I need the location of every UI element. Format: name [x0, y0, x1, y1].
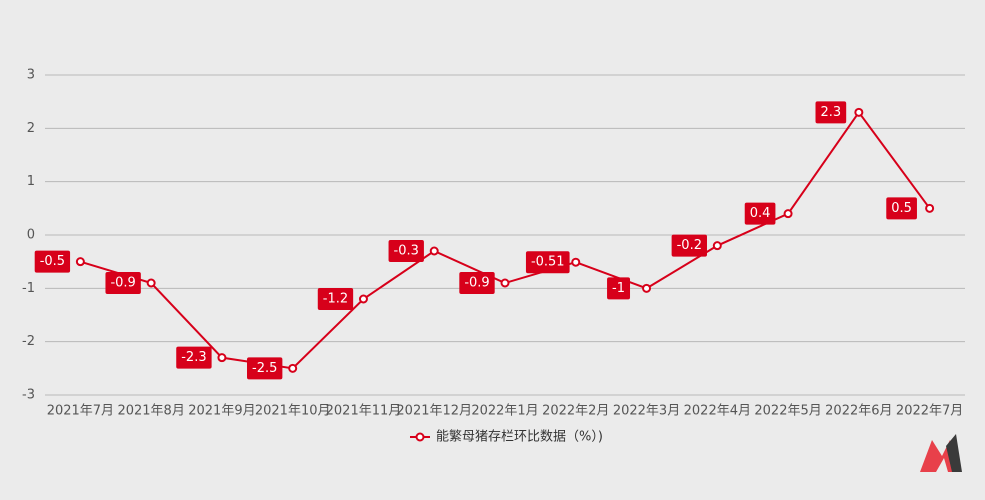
point	[429, 246, 439, 256]
x-tick-label: 2022年2月	[542, 404, 609, 419]
point	[642, 283, 652, 293]
y-tick-label: 1	[27, 174, 35, 189]
y-tick-label: 0	[27, 228, 35, 243]
point	[217, 353, 227, 363]
value-label: -0.9	[464, 276, 489, 291]
x-tick-label: 2021年8月	[117, 404, 184, 419]
value-label: -0.5	[40, 254, 65, 269]
x-tick-label: 2022年1月	[471, 404, 538, 419]
point	[854, 107, 864, 117]
y-tick-label: -3	[22, 388, 35, 403]
point	[712, 241, 722, 251]
legend-label: 能繁母猪存栏环比数据（%）)	[436, 429, 603, 445]
series-line	[80, 110, 931, 370]
x-tick-label: 2021年12月	[396, 404, 472, 419]
value-label-box	[34, 250, 71, 273]
value-label: 2.3	[821, 105, 842, 120]
value-label-box	[815, 101, 847, 124]
x-tick-label: 2021年7月	[47, 404, 114, 419]
point	[925, 203, 935, 213]
point	[571, 257, 581, 267]
x-tick-label: 2021年9月	[188, 404, 255, 419]
point	[75, 257, 85, 267]
point	[146, 278, 156, 288]
point	[500, 278, 510, 288]
logo	[920, 434, 962, 472]
value-label-box	[176, 346, 212, 369]
value-label-box	[105, 272, 141, 294]
x-tick-label: 2021年10月	[255, 404, 331, 419]
value-label-box	[886, 197, 917, 220]
value-label-box	[525, 251, 570, 274]
x-tick-label: 2022年4月	[684, 404, 751, 419]
point	[783, 209, 793, 219]
point	[288, 363, 298, 373]
y-tick-label: -1	[22, 281, 35, 296]
legend-marker	[415, 432, 425, 442]
x-tick-label: 2022年3月	[613, 404, 680, 419]
value-label-box	[317, 288, 354, 310]
value-label-box	[388, 240, 424, 262]
y-tick-label: -2	[22, 334, 35, 349]
value-label: -1.2	[323, 292, 348, 307]
value-label-box	[671, 234, 707, 257]
value-label: -1	[612, 281, 625, 296]
x-tick-label: 2021年11月	[326, 404, 402, 419]
x-tick-label: 2022年5月	[754, 404, 821, 419]
y-tick-label: 2	[27, 121, 35, 136]
x-tick-label: 2022年7月	[896, 404, 963, 419]
value-label: -0.51	[531, 255, 565, 270]
value-label-box	[247, 357, 283, 380]
value-label: -0.2	[677, 238, 702, 253]
value-label-box	[607, 277, 631, 300]
value-label: 0.4	[750, 206, 771, 221]
value-label: -0.3	[394, 244, 419, 259]
value-label: -2.5	[252, 361, 277, 376]
value-label: 0.5	[891, 201, 912, 216]
point	[358, 294, 368, 304]
value-label: -2.3	[181, 350, 206, 365]
y-tick-label: 3	[27, 68, 35, 83]
value-label-box	[744, 202, 776, 225]
value-label: -0.9	[110, 276, 135, 291]
value-label-box	[459, 272, 495, 294]
x-tick-label: 2022年6月	[825, 404, 892, 419]
